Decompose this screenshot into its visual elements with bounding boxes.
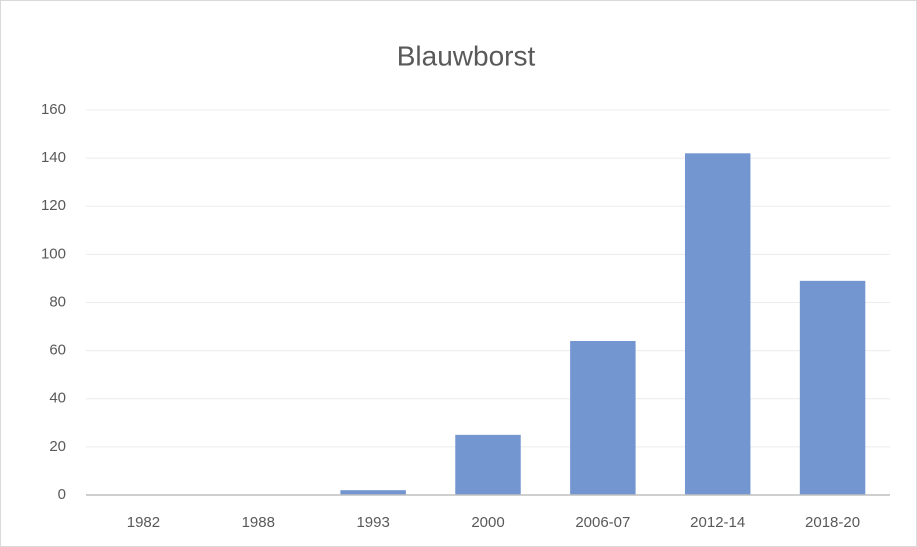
bar (570, 341, 636, 495)
x-tick-label: 2000 (471, 514, 504, 531)
x-tick-label: 1988 (242, 514, 275, 531)
x-tick-label: 2006-07 (575, 514, 630, 531)
bar (455, 434, 521, 495)
x-tick-label: 2018-20 (805, 514, 860, 531)
x-tick-label: 1982 (127, 514, 160, 531)
y-tick-label: 100 (41, 245, 66, 262)
y-tick-label: 60 (49, 342, 66, 359)
bar (340, 490, 406, 495)
y-tick-label: 20 (49, 438, 66, 455)
y-tick-label: 160 (41, 101, 66, 118)
y-tick-label: 80 (49, 293, 66, 310)
x-tick-label: 1993 (356, 514, 389, 531)
bar (684, 153, 751, 495)
x-tick-label: 2012-14 (690, 514, 745, 531)
y-tick-label: 0 (58, 486, 66, 503)
chart-title: Blauwborst (397, 40, 536, 71)
y-tick-label: 140 (41, 149, 66, 166)
y-tick-label: 120 (41, 197, 66, 214)
y-tick-label: 40 (49, 390, 66, 407)
bar (799, 280, 866, 495)
